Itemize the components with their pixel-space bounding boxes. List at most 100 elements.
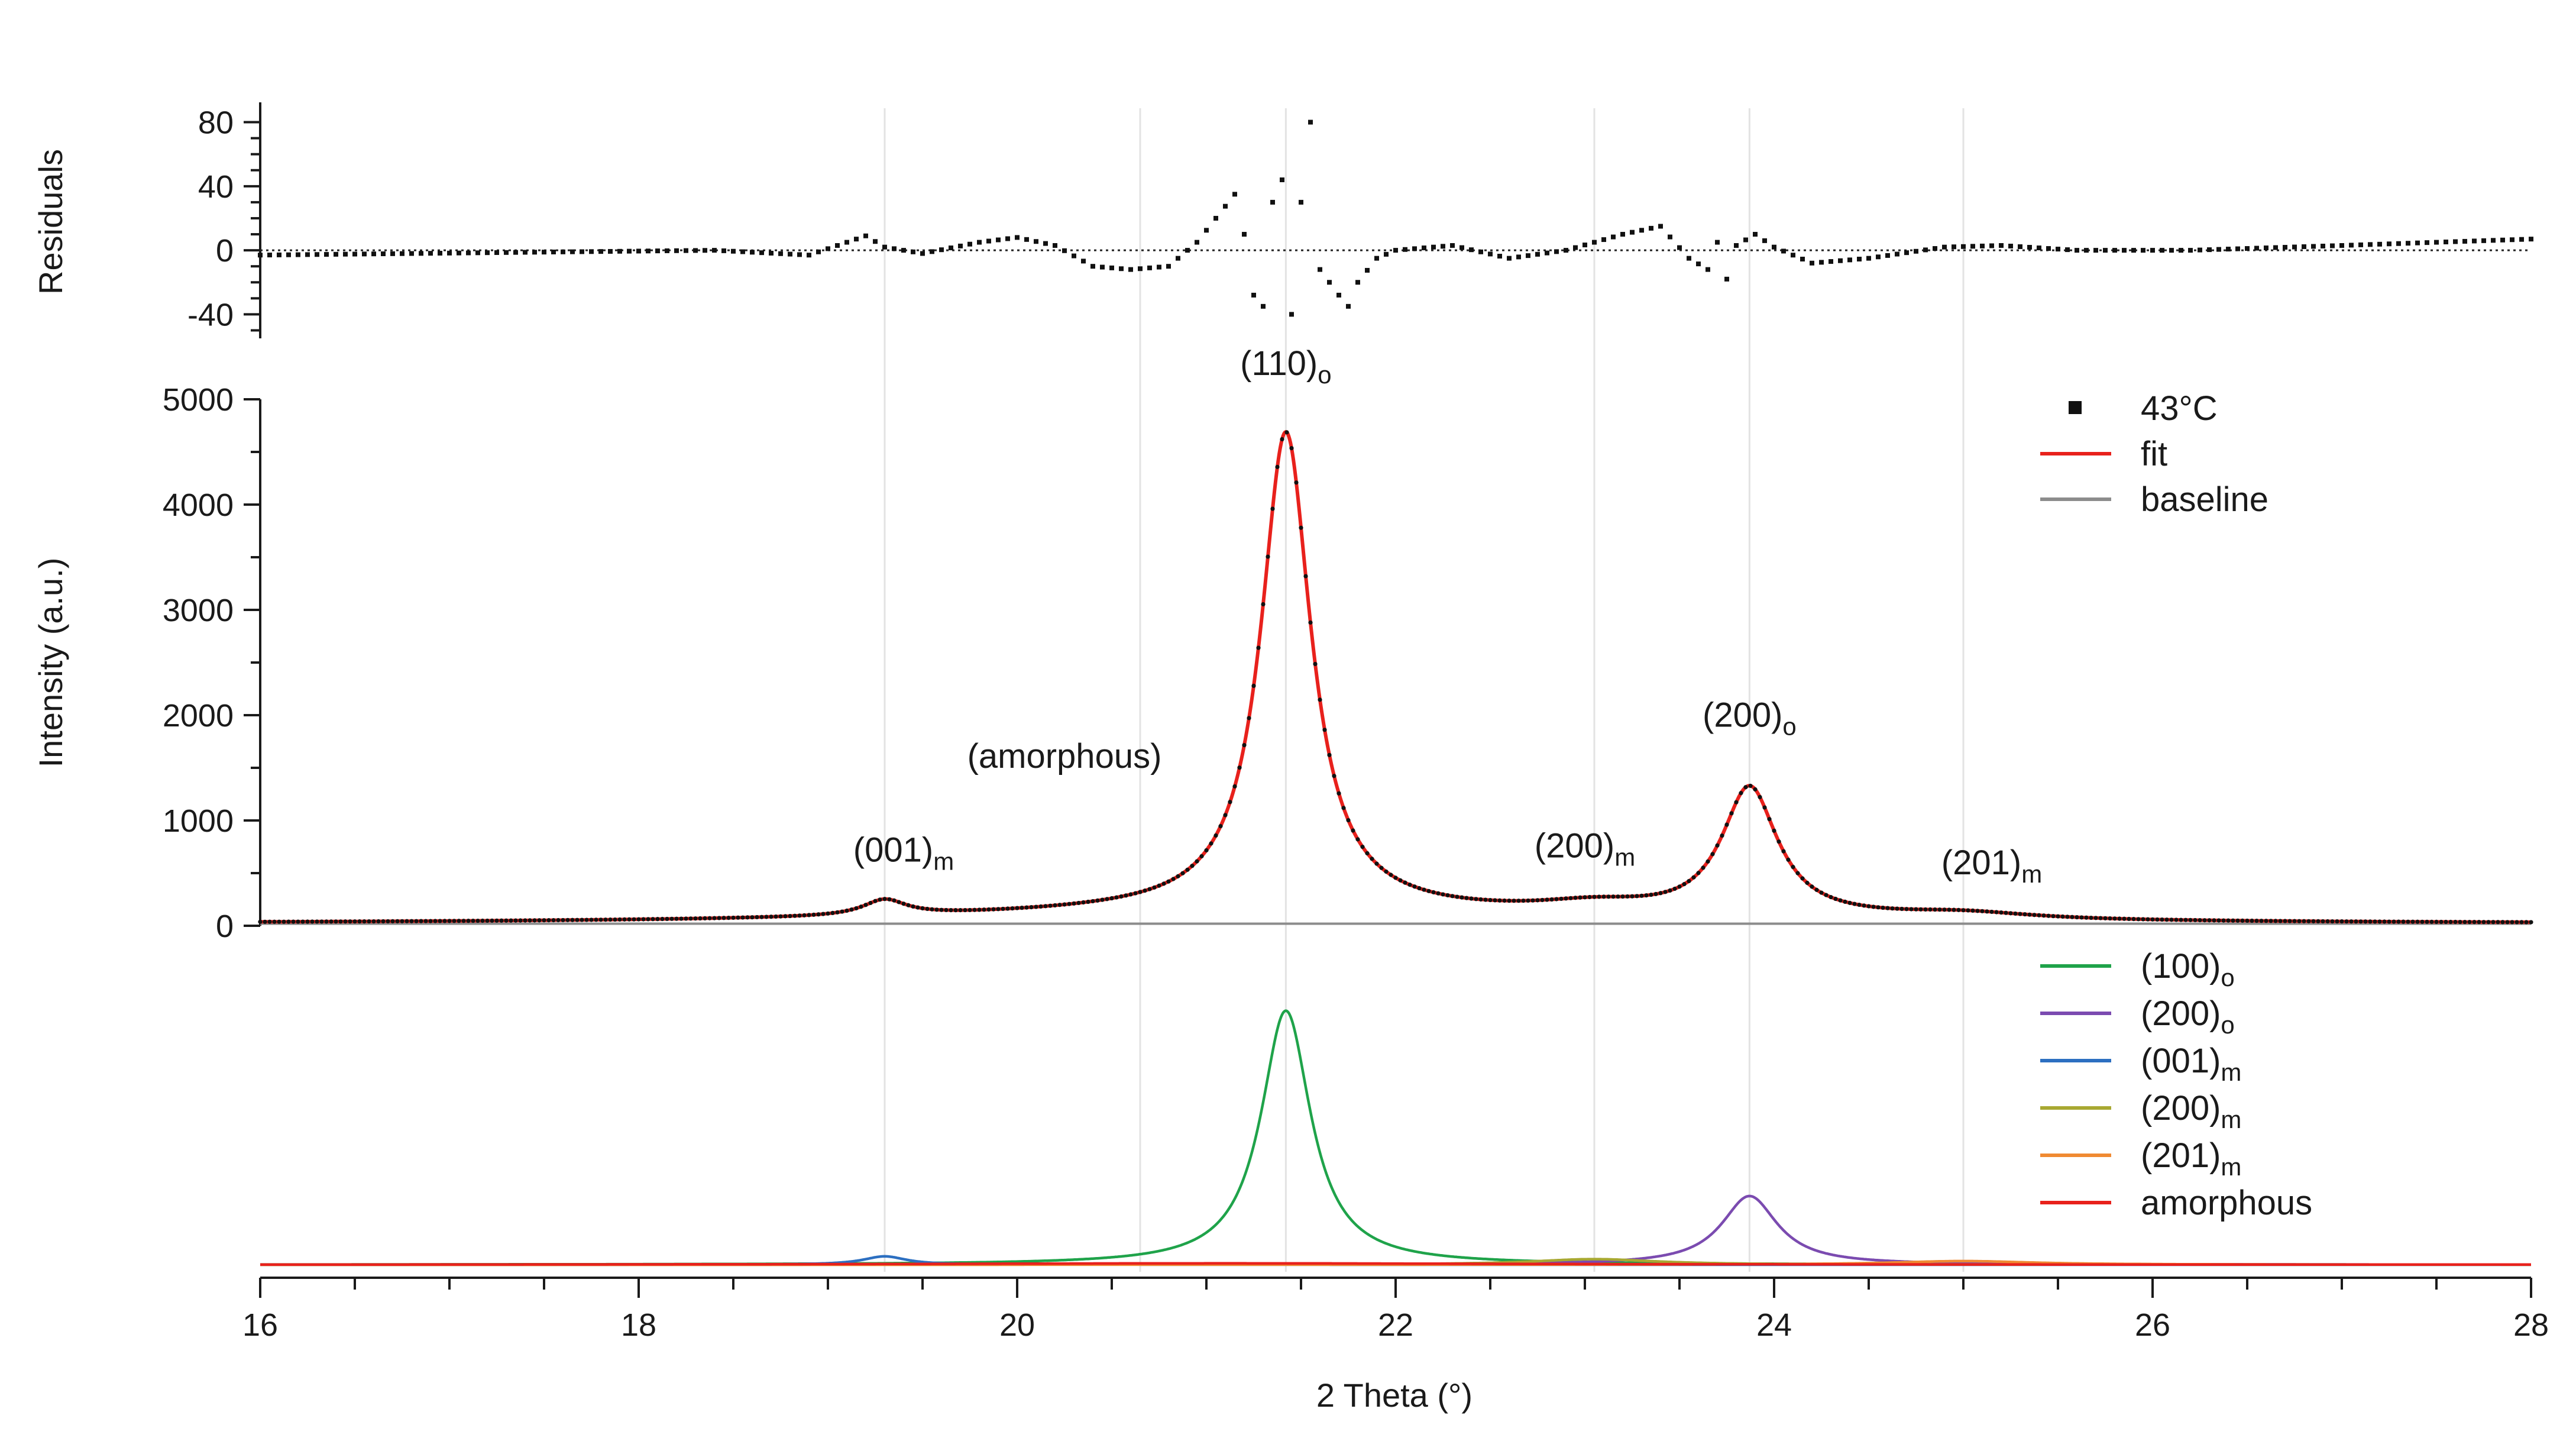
data-point (2439, 919, 2444, 925)
data-point (2008, 911, 2013, 916)
residual-point (1904, 250, 1909, 256)
residual-point (1374, 256, 1379, 261)
residual-point (1261, 303, 1266, 309)
data-point (2226, 918, 2231, 923)
residual-point (674, 248, 679, 253)
data-point (897, 900, 901, 904)
x-tick-label: 28 (2513, 1307, 2549, 1343)
data-point (1024, 905, 1029, 910)
component-curve (260, 1262, 2531, 1266)
data-point (1322, 728, 1327, 732)
residual-point (532, 250, 537, 255)
data-point (1152, 885, 1157, 890)
data-point (986, 907, 991, 912)
data-point (1308, 620, 1313, 625)
intensity-y-tick-label: 4000 (163, 487, 234, 523)
residual-point (2462, 238, 2467, 244)
peak-annotation: (200)o (1703, 696, 1797, 741)
data-point (329, 919, 334, 924)
data-point (2529, 920, 2533, 925)
data-point (840, 909, 844, 914)
data-point (2056, 914, 2060, 919)
residual-point (1431, 244, 1436, 250)
data-point (1715, 843, 1720, 848)
residual-point (598, 249, 603, 254)
residual-point (1649, 225, 1653, 231)
residual-point (1923, 247, 1928, 253)
data-point (967, 907, 972, 913)
data-point (2145, 917, 2150, 922)
data-point (447, 919, 452, 923)
data-point (1677, 884, 1682, 889)
data-point (674, 916, 679, 921)
data-point (1691, 875, 1696, 880)
data-point (688, 916, 693, 921)
residual-point (589, 249, 594, 254)
data-point (1450, 894, 1455, 899)
intensity-y-tick-label: 3000 (163, 593, 234, 628)
data-point (603, 917, 608, 922)
residual-point (1043, 241, 1048, 246)
residual-point (2330, 243, 2335, 248)
data-point (2155, 917, 2160, 922)
legend-label: fit (2141, 435, 2167, 473)
data-point (1772, 828, 1776, 833)
residual-point (2273, 245, 2278, 250)
data-point (2070, 915, 2075, 919)
residual-point (1677, 245, 1682, 250)
data-point (1885, 906, 1890, 910)
data-point (1417, 886, 1422, 891)
residual-point (409, 251, 414, 256)
residual-point (1308, 119, 1313, 125)
residual-point (882, 244, 887, 250)
residual-point (1393, 248, 1398, 253)
data-point (2117, 916, 2122, 921)
data-point (2467, 919, 2472, 925)
data-point (797, 913, 802, 918)
data-point (868, 900, 873, 906)
residual-point (2037, 245, 2041, 251)
data-point (438, 919, 442, 923)
data-point (2169, 917, 2174, 922)
data-point (1124, 893, 1128, 898)
data-point (1682, 881, 1687, 887)
data-point (404, 919, 409, 923)
residual-point (977, 240, 982, 245)
data-point (414, 919, 419, 923)
data-point (1852, 902, 1857, 906)
data-point (1280, 437, 1284, 442)
data-point (1687, 878, 1691, 884)
data-point (1237, 765, 1242, 770)
data-point (1275, 464, 1280, 469)
residual-point (769, 250, 774, 256)
data-point (1474, 897, 1478, 902)
data-point (428, 919, 433, 923)
data-point (982, 907, 986, 912)
residual-point (1336, 292, 1341, 298)
data-point (740, 915, 745, 920)
data-point (1795, 871, 1800, 875)
data-point (882, 897, 887, 902)
data-point (2387, 919, 2391, 924)
data-point (1436, 891, 1441, 896)
data-point (1881, 905, 1885, 910)
data-point (352, 919, 357, 924)
data-point (475, 918, 480, 923)
data-point (1119, 894, 1124, 899)
data-point (2325, 919, 2330, 924)
data-point (1914, 907, 1918, 912)
residual-point (457, 250, 461, 256)
data-point (386, 919, 390, 924)
data-point (2098, 916, 2103, 920)
data-point (1758, 794, 1762, 800)
data-point (348, 919, 352, 924)
data-point (1204, 848, 1209, 853)
residual-point (1034, 239, 1038, 244)
data-point (1639, 893, 1644, 898)
data-point (281, 919, 286, 924)
data-point (1431, 890, 1436, 894)
residual-point (428, 251, 433, 256)
residual-point (1478, 249, 1483, 254)
data-point (2448, 919, 2453, 925)
